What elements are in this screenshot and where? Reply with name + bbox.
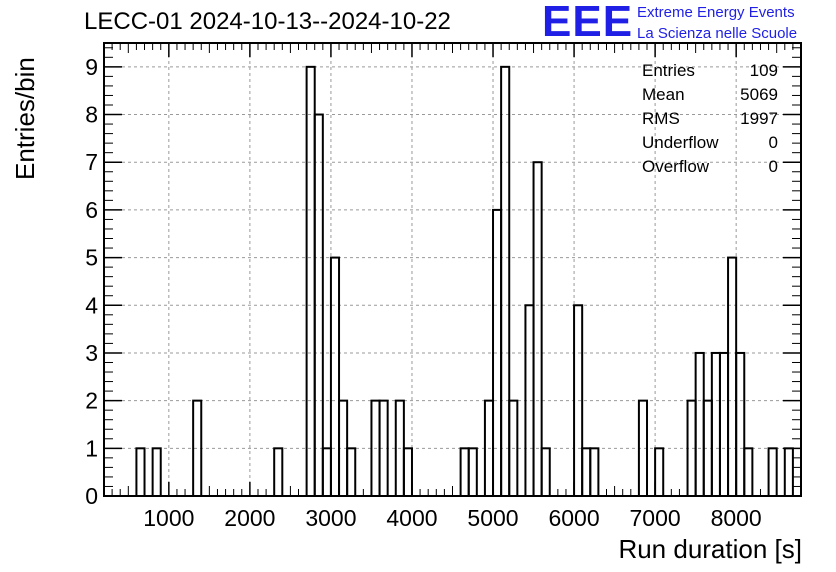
histogram-bin: [727, 256, 738, 497]
stats-row-overflow: Overflow 0: [642, 155, 778, 179]
histogram-bin: [654, 447, 665, 498]
histogram-bin: [151, 447, 162, 498]
histogram-bin: [467, 447, 478, 498]
y-tick-label: 6: [85, 197, 98, 223]
stats-label: Mean: [642, 85, 685, 104]
stats-value: 109: [749, 61, 778, 80]
stats-label: Underflow: [642, 133, 719, 152]
histogram-bin: [459, 447, 470, 498]
histogram-bin: [402, 447, 413, 498]
histogram-bin: [735, 351, 746, 497]
histogram-bin: [581, 447, 592, 498]
x-tick-label: 7000: [630, 505, 681, 531]
histogram-bin: [135, 447, 146, 498]
histogram-bin: [540, 447, 551, 498]
y-tick-label: 1: [85, 435, 98, 461]
stats-row-mean: Mean 5069: [642, 83, 778, 107]
axes-ticks: 1000 2000 3000 4000 5000 6000 7000 8000 0 1 2 3 4 5 6 7…: [85, 43, 802, 531]
stats-value: 5069: [740, 85, 778, 104]
eee-logo: EEE: [542, 0, 634, 46]
y-tick-label: 5: [85, 245, 98, 271]
stats-row-rms: RMS 1997: [642, 107, 778, 131]
histogram-bin: [743, 447, 754, 498]
x-tick-label: 4000: [386, 505, 437, 531]
histogram-bin: [321, 447, 332, 498]
y-tick-label: 2: [85, 388, 98, 414]
histogram-bin: [767, 447, 778, 498]
stats-label: RMS: [642, 109, 680, 128]
stats-value: 1997: [740, 109, 778, 128]
x-tick-label: 2000: [224, 505, 275, 531]
histogram-bin: [305, 65, 316, 497]
x-tick-label: 1000: [143, 505, 194, 531]
histogram-bin: [718, 351, 730, 497]
histogram-bin: [532, 161, 543, 497]
y-tick-label: 7: [85, 149, 98, 175]
y-axis-label: Entries/bin: [10, 57, 40, 180]
histogram-bin: [273, 447, 284, 498]
chart-title: LECC-01 2024-10-13--2024-10-22: [84, 8, 451, 35]
stats-value: 0: [768, 157, 778, 176]
histogram-bin: [589, 447, 600, 498]
x-axis-label: Run duration [s]: [618, 534, 802, 564]
y-tick-label: 3: [85, 340, 98, 366]
histogram-bin: [694, 351, 705, 497]
histogram-bin: [346, 447, 357, 498]
y-tick-label: 0: [85, 483, 98, 509]
x-tick-label: 6000: [548, 505, 599, 531]
histogram-bin: [710, 351, 721, 497]
x-tick-label: 5000: [467, 505, 518, 531]
stats-label: Overflow: [642, 157, 710, 176]
stats-value: 0: [768, 133, 778, 152]
x-tick-label: 3000: [305, 505, 356, 531]
logo-line-2: La Scienza nelle Scuole: [637, 25, 798, 42]
histogram-bin: [500, 65, 511, 497]
histogram-bin: [783, 447, 794, 498]
stats-row-entries: Entries 109: [642, 59, 778, 83]
stats-box: Entries 109 Mean 5069 RMS 1997 Underflow 0 O…: [642, 59, 778, 179]
y-tick-label: 9: [85, 54, 98, 80]
stats-row-underflow: Underflow 0: [642, 131, 778, 155]
y-tick-label: 4: [85, 292, 98, 318]
stats-label: Entries: [642, 61, 695, 80]
x-tick-label: 8000: [711, 505, 762, 531]
histogram-bin: [329, 256, 341, 497]
grid-lines: [104, 43, 801, 496]
logo-line-1: Extreme Energy Events: [637, 4, 795, 21]
y-tick-label: 8: [85, 102, 98, 128]
